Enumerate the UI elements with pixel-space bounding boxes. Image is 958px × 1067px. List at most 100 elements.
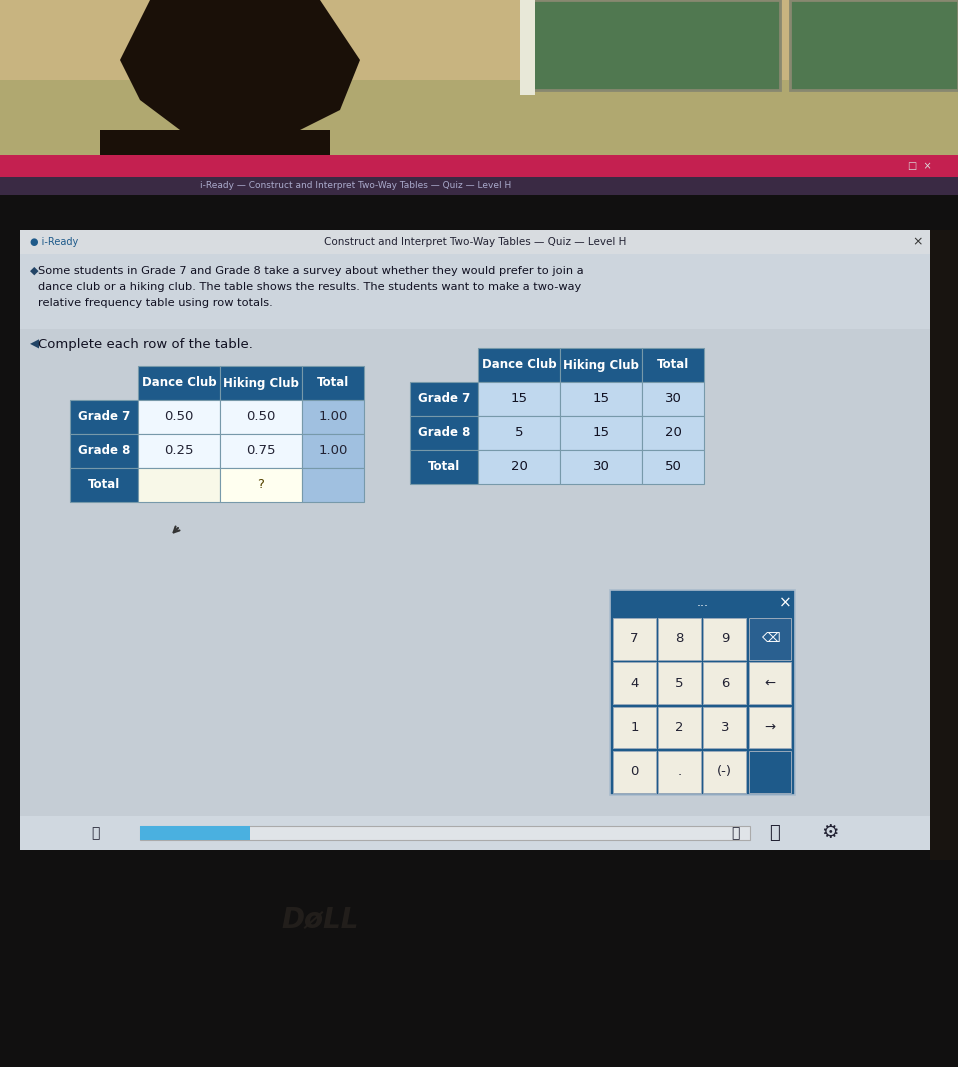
Bar — [20, 254, 930, 850]
Bar — [20, 230, 930, 254]
Text: Grade 7: Grade 7 — [78, 411, 130, 424]
Text: 1.00: 1.00 — [318, 411, 348, 424]
Bar — [138, 400, 220, 434]
Bar — [0, 80, 958, 160]
Bar — [613, 706, 655, 748]
Polygon shape — [120, 0, 360, 140]
Bar — [703, 618, 746, 659]
Text: .: . — [677, 765, 682, 778]
Bar — [70, 400, 138, 434]
Bar — [790, 0, 958, 90]
Bar — [0, 0, 958, 100]
Text: 7: 7 — [630, 633, 639, 646]
Bar — [613, 618, 655, 659]
Bar — [410, 416, 478, 450]
Bar — [642, 382, 704, 416]
Text: Grade 7: Grade 7 — [418, 393, 470, 405]
Text: 15: 15 — [511, 393, 528, 405]
Text: ● i-Ready: ● i-Ready — [30, 237, 79, 246]
Bar — [20, 254, 930, 329]
Text: ⚙: ⚙ — [821, 824, 839, 843]
Text: 0: 0 — [630, 765, 639, 778]
Bar — [410, 450, 478, 484]
Text: Hiking Club: Hiking Club — [563, 359, 639, 371]
Text: □  ×: □ × — [908, 161, 932, 171]
Text: dance club or a hiking club. The table shows the results. The students want to m: dance club or a hiking club. The table s… — [38, 282, 582, 292]
Text: Some students in Grade 7 and Grade 8 take a survey about whether they would pref: Some students in Grade 7 and Grade 8 tak… — [38, 266, 583, 276]
Bar — [220, 400, 302, 434]
Text: ⏮: ⏮ — [91, 826, 100, 840]
Text: 0.50: 0.50 — [246, 411, 276, 424]
Text: ×: × — [913, 236, 924, 249]
Text: (-): (-) — [718, 765, 732, 778]
Bar — [560, 348, 642, 382]
Bar — [703, 706, 746, 748]
Bar — [703, 663, 746, 704]
Bar — [0, 155, 958, 177]
Bar — [930, 230, 958, 860]
Text: 0.75: 0.75 — [246, 445, 276, 458]
Bar — [658, 663, 701, 704]
Text: ⏸: ⏸ — [769, 824, 781, 842]
Bar — [560, 382, 642, 416]
Bar — [560, 450, 642, 484]
Bar — [613, 663, 655, 704]
Text: 15: 15 — [592, 393, 609, 405]
Bar — [140, 826, 250, 840]
Text: ⌫: ⌫ — [761, 633, 780, 646]
Text: ×: × — [779, 595, 791, 610]
Bar — [220, 434, 302, 468]
Bar — [20, 230, 930, 850]
Text: 5: 5 — [514, 427, 523, 440]
Bar — [302, 366, 364, 400]
Bar — [478, 450, 560, 484]
Bar — [100, 130, 330, 170]
Bar — [478, 382, 560, 416]
Text: →: → — [764, 721, 776, 734]
Text: 0.50: 0.50 — [165, 411, 194, 424]
Text: 4: 4 — [630, 676, 639, 689]
Text: 30: 30 — [665, 393, 681, 405]
Text: 50: 50 — [665, 461, 681, 474]
Bar — [749, 706, 791, 748]
Text: 9: 9 — [720, 633, 729, 646]
Bar — [642, 348, 704, 382]
Text: relative frequency table using row totals.: relative frequency table using row total… — [38, 298, 273, 308]
Text: ◀: ◀ — [30, 338, 39, 351]
Bar — [220, 468, 302, 501]
Bar — [749, 751, 791, 793]
Bar — [302, 400, 364, 434]
Text: Total: Total — [88, 478, 120, 492]
Bar — [520, 0, 535, 95]
Text: 30: 30 — [593, 461, 609, 474]
Text: ...: ... — [696, 596, 709, 609]
Text: ?: ? — [258, 478, 264, 492]
Bar — [658, 751, 701, 793]
Text: Total: Total — [317, 377, 349, 389]
Bar — [138, 434, 220, 468]
Bar — [703, 751, 746, 793]
Bar — [478, 348, 560, 382]
Bar — [70, 468, 138, 501]
Text: 5: 5 — [675, 676, 684, 689]
Bar — [530, 0, 780, 90]
Bar — [749, 618, 791, 659]
Text: ←: ← — [764, 676, 776, 689]
Bar — [560, 416, 642, 450]
Text: 1.00: 1.00 — [318, 445, 348, 458]
Bar — [0, 177, 958, 195]
Text: DøLL: DøLL — [282, 906, 358, 934]
Text: Grade 8: Grade 8 — [78, 445, 130, 458]
Text: ◆: ◆ — [30, 266, 38, 276]
Text: 8: 8 — [675, 633, 684, 646]
Bar — [0, 155, 958, 1067]
Text: 20: 20 — [665, 427, 681, 440]
Bar — [478, 416, 560, 450]
Bar — [220, 366, 302, 400]
Text: i-Ready — Construct and Interpret Two-Way Tables — Quiz — Level H: i-Ready — Construct and Interpret Two-Wa… — [200, 181, 512, 191]
Text: 6: 6 — [720, 676, 729, 689]
Bar — [20, 816, 930, 850]
Bar — [70, 434, 138, 468]
Text: Construct and Interpret Two-Way Tables — Quiz — Level H: Construct and Interpret Two-Way Tables —… — [324, 237, 627, 246]
Bar — [613, 751, 655, 793]
